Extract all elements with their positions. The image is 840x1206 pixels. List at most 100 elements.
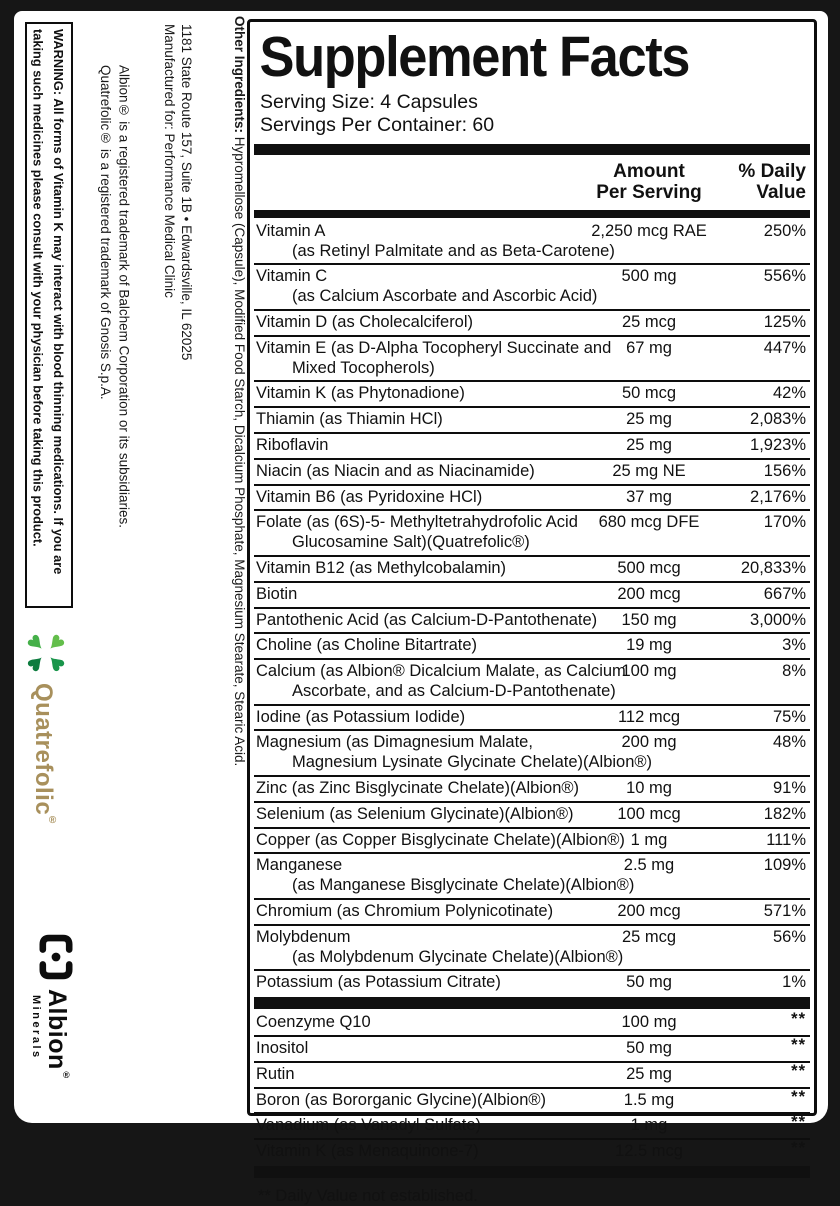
table-row: Coenzyme Q10 100 mg ** — [254, 1010, 810, 1038]
nutrient-daily-value: 3% — [782, 636, 806, 655]
nutrient-amount: 112 mcg — [617, 707, 681, 726]
table-row: Vitamin B12 (as Methylcobalamin) 500 mcg… — [254, 557, 810, 583]
table-row: Niacin (as Niacin and as Niacinamide) 25… — [254, 460, 810, 486]
nutrient-amount: 25 mg — [626, 435, 672, 454]
nutrient-amount: 200 mcg — [617, 902, 681, 921]
other-ingredients-label: Other Ingredients: — [232, 16, 247, 137]
nutrient-daily-value: 91% — [772, 779, 806, 798]
divider-bar — [254, 997, 810, 1010]
manufactured-line: Manufactured for: Performance Medical Cl… — [161, 24, 177, 298]
nutrient-name: Vitamin B6 (as Pyridoxine HCl) — [256, 487, 483, 506]
other-ingredients: Other Ingredients: Hypromellose (Capsule… — [224, 16, 248, 826]
nutrient-daily-value: 667% — [763, 584, 806, 603]
nutrient-amount: 50 mg — [626, 1039, 672, 1058]
table-row: Riboflavin 25 mg 1,923% — [254, 434, 810, 460]
table-row: Choline (as Choline Bitartrate) 19 mg 3% — [254, 634, 810, 661]
nutrient-daily-value: ** — [791, 1036, 806, 1055]
nutrient-daily-value: 156% — [763, 461, 806, 480]
table-row: Biotin 200 mcg 667% — [254, 583, 810, 609]
nutrient-name: Choline (as Choline Bitartrate) — [256, 636, 478, 655]
nutrient-name: Inositol — [256, 1039, 309, 1058]
nutrient-name: Vanadium (as Vanadyl Sulfate) — [256, 1116, 482, 1135]
nutrient-table-no-dv: Coenzyme Q10 100 mg ** Inositol 50 mg **… — [254, 1010, 810, 1164]
nutrient-daily-value: 109% — [763, 856, 806, 875]
nutrient-name: Calcium (as Albion® Dicalcium Malate, as… — [256, 662, 626, 700]
nutrient-name: Folate (as (6S)-5- Methyltetrahydrofolic… — [256, 513, 578, 552]
nutrient-name: Zinc (as Zinc Bisglycinate Chelate)(Albi… — [256, 779, 580, 798]
quatrefolic-clover-icon: ♥ ♥ ♥ ♥ — [18, 625, 74, 681]
nutrient-amount: 100 mg — [621, 1013, 677, 1032]
table-row: Vitamin D (as Cholecalciferol) 25 mcg 12… — [254, 311, 810, 337]
nutrient-daily-value: 111% — [766, 830, 806, 849]
nutrient-daily-value: 3,000% — [750, 610, 806, 629]
nutrient-daily-value: 1% — [782, 973, 806, 992]
nutrient-amount: 50 mcg — [621, 384, 677, 403]
nutrient-daily-value: 556% — [763, 267, 806, 286]
nutrient-name: Pantothenic Acid (as Calcium-D-Pantothen… — [256, 610, 598, 629]
nutrient-amount: 200 mcg — [617, 584, 681, 603]
table-row: Chromium (as Chromium Polynicotinate) 20… — [254, 900, 810, 926]
table-row: Selenium (as Selenium Glycinate)(Albion®… — [254, 803, 810, 829]
amount-column-header: Amount Per Serving — [596, 160, 702, 203]
nutrient-daily-value: 182% — [763, 804, 806, 823]
nutrient-daily-value: 8% — [782, 662, 806, 681]
nutrient-daily-value: ** — [791, 1113, 806, 1132]
nutrient-daily-value: 1,923% — [750, 435, 806, 454]
nutrient-daily-value: ** — [791, 1010, 806, 1029]
nutrient-name: Potassium (as Potassium Citrate) — [256, 973, 501, 992]
table-row: Potassium (as Potassium Citrate) 50 mg 1… — [254, 971, 810, 995]
manufactured-for: Manufactured for: Performance Medical Cl… — [160, 24, 194, 664]
nutrient-daily-value: ** — [791, 1061, 806, 1080]
albion-chelate-icon — [39, 934, 73, 980]
nutrient-amount: 500 mg — [621, 267, 677, 286]
nutrient-amount: 500 mcg — [617, 558, 681, 577]
nutrient-daily-value: 42% — [772, 384, 806, 403]
trademark-attribution: Quatrefolic® is a registered trademark o… — [96, 65, 132, 685]
table-row: Vanadium (as Vanadyl Sulfate) 1 mg ** — [254, 1113, 810, 1141]
daily-value-footnote: ** Daily Value not established. — [258, 1187, 478, 1206]
nutrient-amount: 50 mg — [626, 973, 672, 992]
nutrient-amount: 100 mcg — [617, 804, 681, 823]
panel-title: Supplement Facts — [259, 25, 691, 89]
nutrient-amount: 1 mg — [630, 1116, 668, 1135]
nutrient-amount: 25 mg — [626, 1064, 672, 1083]
nutrient-name: Coenzyme Q10 — [256, 1013, 371, 1032]
nutrient-name: Iodine (as Potassium Iodide) — [256, 707, 466, 726]
trademark-line-albion: Albion® is a registered trademark of Bal… — [116, 65, 132, 528]
trademark-line-quatrefolic: Quatrefolic® is a registered trademark o… — [98, 65, 114, 400]
nutrient-amount: 67 mg — [626, 338, 672, 357]
nutrient-name: Vitamin K (as Menaquinone-7) — [256, 1142, 479, 1161]
divider-bar — [254, 143, 810, 155]
nutrient-name: Copper (as Copper Bisglycinate Chelate)(… — [256, 830, 625, 849]
nutrient-amount: 37 mg — [626, 487, 672, 506]
nutrient-name: Manganese (as Manganese Bisglycinate Che… — [256, 856, 635, 895]
nutrient-daily-value: ** — [791, 1087, 806, 1106]
warning-line-2: taking such medicines please consult wit… — [30, 29, 46, 547]
nutrient-amount: 2,250 mcg RAE — [591, 221, 707, 240]
warning-line-1: WARNING: All forms of Vitamin K may inte… — [51, 29, 66, 575]
nutrient-amount: 25 mcg — [621, 312, 677, 331]
table-row: Vitamin C (as Calcium Ascorbate and Asco… — [254, 265, 810, 311]
nutrient-daily-value: 250% — [763, 221, 806, 240]
nutrient-amount: 19 mg — [626, 636, 672, 655]
supplement-label-screenshot: { "side": { "warning": { "lines": [ "WAR… — [14, 11, 828, 1205]
nutrient-amount: 150 mg — [621, 610, 677, 629]
supplement-facts-panel: Supplement Facts Serving Size: 4 Capsule… — [247, 19, 817, 1205]
nutrient-name: Vitamin A (as Retinyl Palmitate and as B… — [256, 221, 615, 260]
warning-box: WARNING: All forms of Vitamin K may inte… — [25, 22, 73, 608]
nutrient-name: Vitamin B12 (as Methylcobalamin) — [256, 558, 507, 577]
nutrient-daily-value: 2,083% — [750, 410, 806, 429]
nutrient-amount: 100 mg — [621, 662, 677, 681]
nutrient-daily-value: 75% — [772, 707, 806, 726]
nutrient-amount: 2.5 mg — [623, 856, 675, 875]
nutrient-daily-value: ** — [791, 1139, 806, 1158]
nutrient-name: Vitamin D (as Cholecalciferol) — [256, 312, 474, 331]
column-header-row: Amount Per Serving % Daily Value — [254, 157, 810, 208]
quatrefolic-wordmark: Quatrefolic® — [30, 683, 58, 827]
other-ingredients-text: Hypromellose (Capsule), Modified Food St… — [232, 136, 247, 767]
servings-per-container: Servings Per Container: 60 — [260, 113, 495, 136]
table-row: Calcium (as Albion® Dicalcium Malate, as… — [254, 660, 810, 706]
nutrient-name: Vitamin C (as Calcium Ascorbate and Asco… — [256, 267, 598, 306]
table-row: Folate (as (6S)-5- Methyltetrahydrofolic… — [254, 511, 810, 557]
divider-bar — [254, 209, 810, 218]
